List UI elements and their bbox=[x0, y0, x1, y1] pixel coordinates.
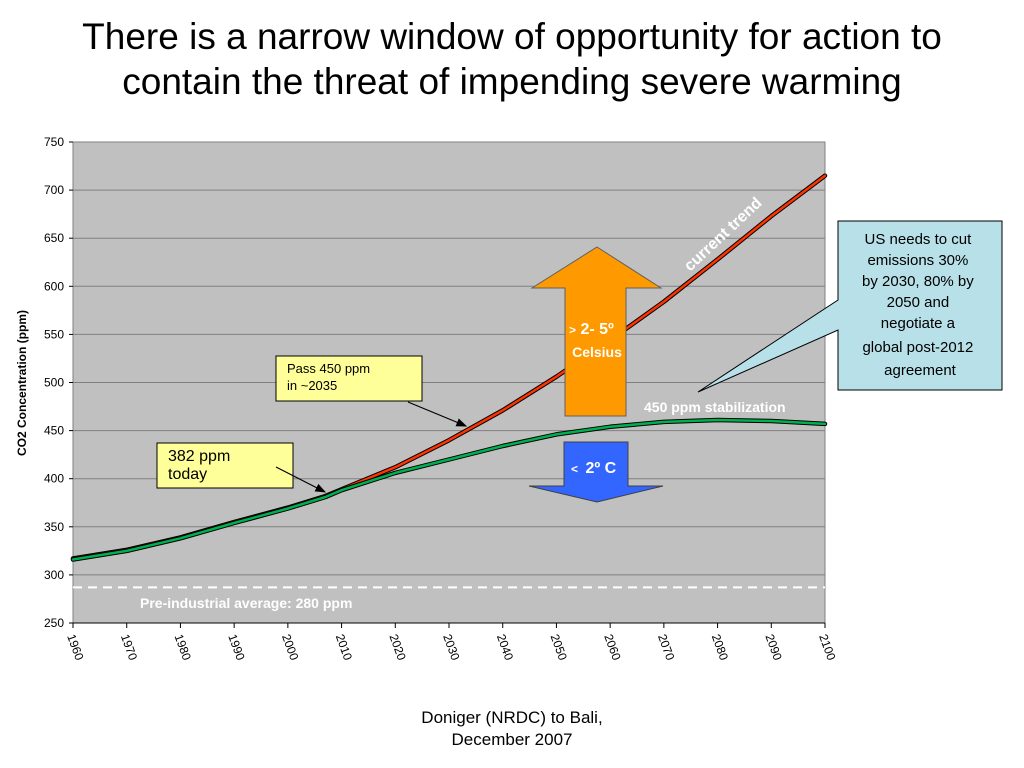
y-tick-label: 700 bbox=[44, 183, 64, 197]
x-tick-label: 1980 bbox=[172, 632, 194, 662]
warming-up-arrow: > 2- 5º Celsius bbox=[530, 246, 663, 417]
pass-450-annotation: Pass 450 ppm in ~2035 bbox=[275, 355, 468, 427]
callout-line-2: emissions 30% bbox=[867, 252, 968, 269]
footer-line-1: Doniger (NRDC) to Bali, bbox=[421, 708, 603, 727]
svg-text:Pass 450 ppm in ~2035: Pass 450 ppm in ~2035 bbox=[287, 361, 374, 393]
y-tick-label: 650 bbox=[44, 231, 64, 245]
footer-line-2: December 2007 bbox=[451, 730, 573, 749]
down-arrow-value: 2º C bbox=[585, 460, 616, 477]
stabilization-label: 450 ppm stabilization bbox=[644, 399, 786, 415]
x-tick-label: 2050 bbox=[548, 632, 570, 662]
y-tick-label: 400 bbox=[44, 472, 64, 486]
svg-text:US needs to cut emission: US needs to cut emissions 30% by 2030, 8… bbox=[862, 231, 978, 379]
preindustrial-label: Pre-industrial average: 280 ppm bbox=[140, 595, 352, 611]
svg-text:< 2º C: < 2º C bbox=[571, 460, 617, 477]
callout-line-7: agreement bbox=[884, 362, 957, 379]
up-arrow-value: 2- 5º bbox=[580, 321, 614, 338]
y-tick-label: 300 bbox=[44, 568, 64, 582]
callout-line-6: global post-2012 bbox=[862, 339, 973, 356]
up-arrow-prefix: > bbox=[569, 323, 576, 337]
x-tick-label: 2080 bbox=[709, 632, 731, 662]
pass-box-line-2: in ~2035 bbox=[287, 378, 337, 393]
x-tick-label: 2090 bbox=[762, 632, 784, 662]
today-box-line-1: 382 ppm bbox=[168, 448, 230, 465]
y-tick-label: 250 bbox=[44, 616, 64, 630]
today-box-line-2: today bbox=[168, 466, 207, 483]
x-tick-label: 2030 bbox=[440, 632, 462, 662]
today-annotation: 382 ppm today bbox=[156, 442, 327, 493]
up-arrow-unit: Celsius bbox=[572, 344, 622, 360]
callout-line-1: US needs to cut bbox=[865, 231, 973, 248]
callout-line-3: by 2030, 80% by bbox=[862, 273, 974, 290]
y-tick-label: 350 bbox=[44, 520, 64, 534]
slide-title: There is a narrow window of opportunity … bbox=[0, 14, 1024, 104]
y-axis-label: CO2 Concentration (ppm) bbox=[15, 310, 29, 456]
co2-chart: 250 300 350 400 450 500 550 600 650 700 750 1960 19… bbox=[15, 135, 1003, 662]
limit-down-arrow: < 2º C bbox=[528, 441, 664, 503]
x-tick-label: 1970 bbox=[118, 632, 140, 662]
x-tick-label: 1990 bbox=[225, 632, 247, 662]
y-tick-label: 500 bbox=[44, 376, 64, 390]
svg-text:382 ppm today: 382 ppm today bbox=[168, 448, 235, 483]
title-line-2: contain the threat of impending severe w… bbox=[122, 61, 902, 102]
x-tick-label: 2020 bbox=[386, 632, 408, 662]
x-tick-label: 2010 bbox=[333, 632, 355, 662]
source-footer: Doniger (NRDC) to Bali, December 2007 bbox=[312, 707, 712, 751]
x-tick-label: 1960 bbox=[64, 632, 86, 662]
x-tick-label: 2060 bbox=[601, 632, 623, 662]
x-tick-label: 2070 bbox=[655, 632, 677, 662]
y-tick-label: 600 bbox=[44, 279, 64, 293]
callout-line-5: negotiate a bbox=[881, 315, 956, 332]
y-tick-label: 550 bbox=[44, 327, 64, 341]
x-tick-label: 2040 bbox=[494, 632, 516, 662]
pass-box-line-1: Pass 450 ppm bbox=[287, 361, 370, 376]
title-line-1: There is a narrow window of opportunity … bbox=[82, 16, 942, 57]
policy-callout: US needs to cut emissions 30% by 2030, 8… bbox=[697, 220, 1003, 393]
callout-line-4: 2050 and bbox=[887, 294, 950, 311]
down-arrow-prefix: < bbox=[571, 462, 578, 476]
x-tick-label: 2000 bbox=[279, 632, 301, 662]
series-line bbox=[71, 418, 827, 561]
series-stabilization bbox=[70, 417, 828, 562]
y-tick-label: 750 bbox=[44, 135, 64, 149]
svg-text:> 2- 5º: > 2- 5º bbox=[569, 321, 614, 338]
x-tick-label: 2100 bbox=[816, 632, 838, 662]
y-tick-label: 450 bbox=[44, 424, 64, 438]
